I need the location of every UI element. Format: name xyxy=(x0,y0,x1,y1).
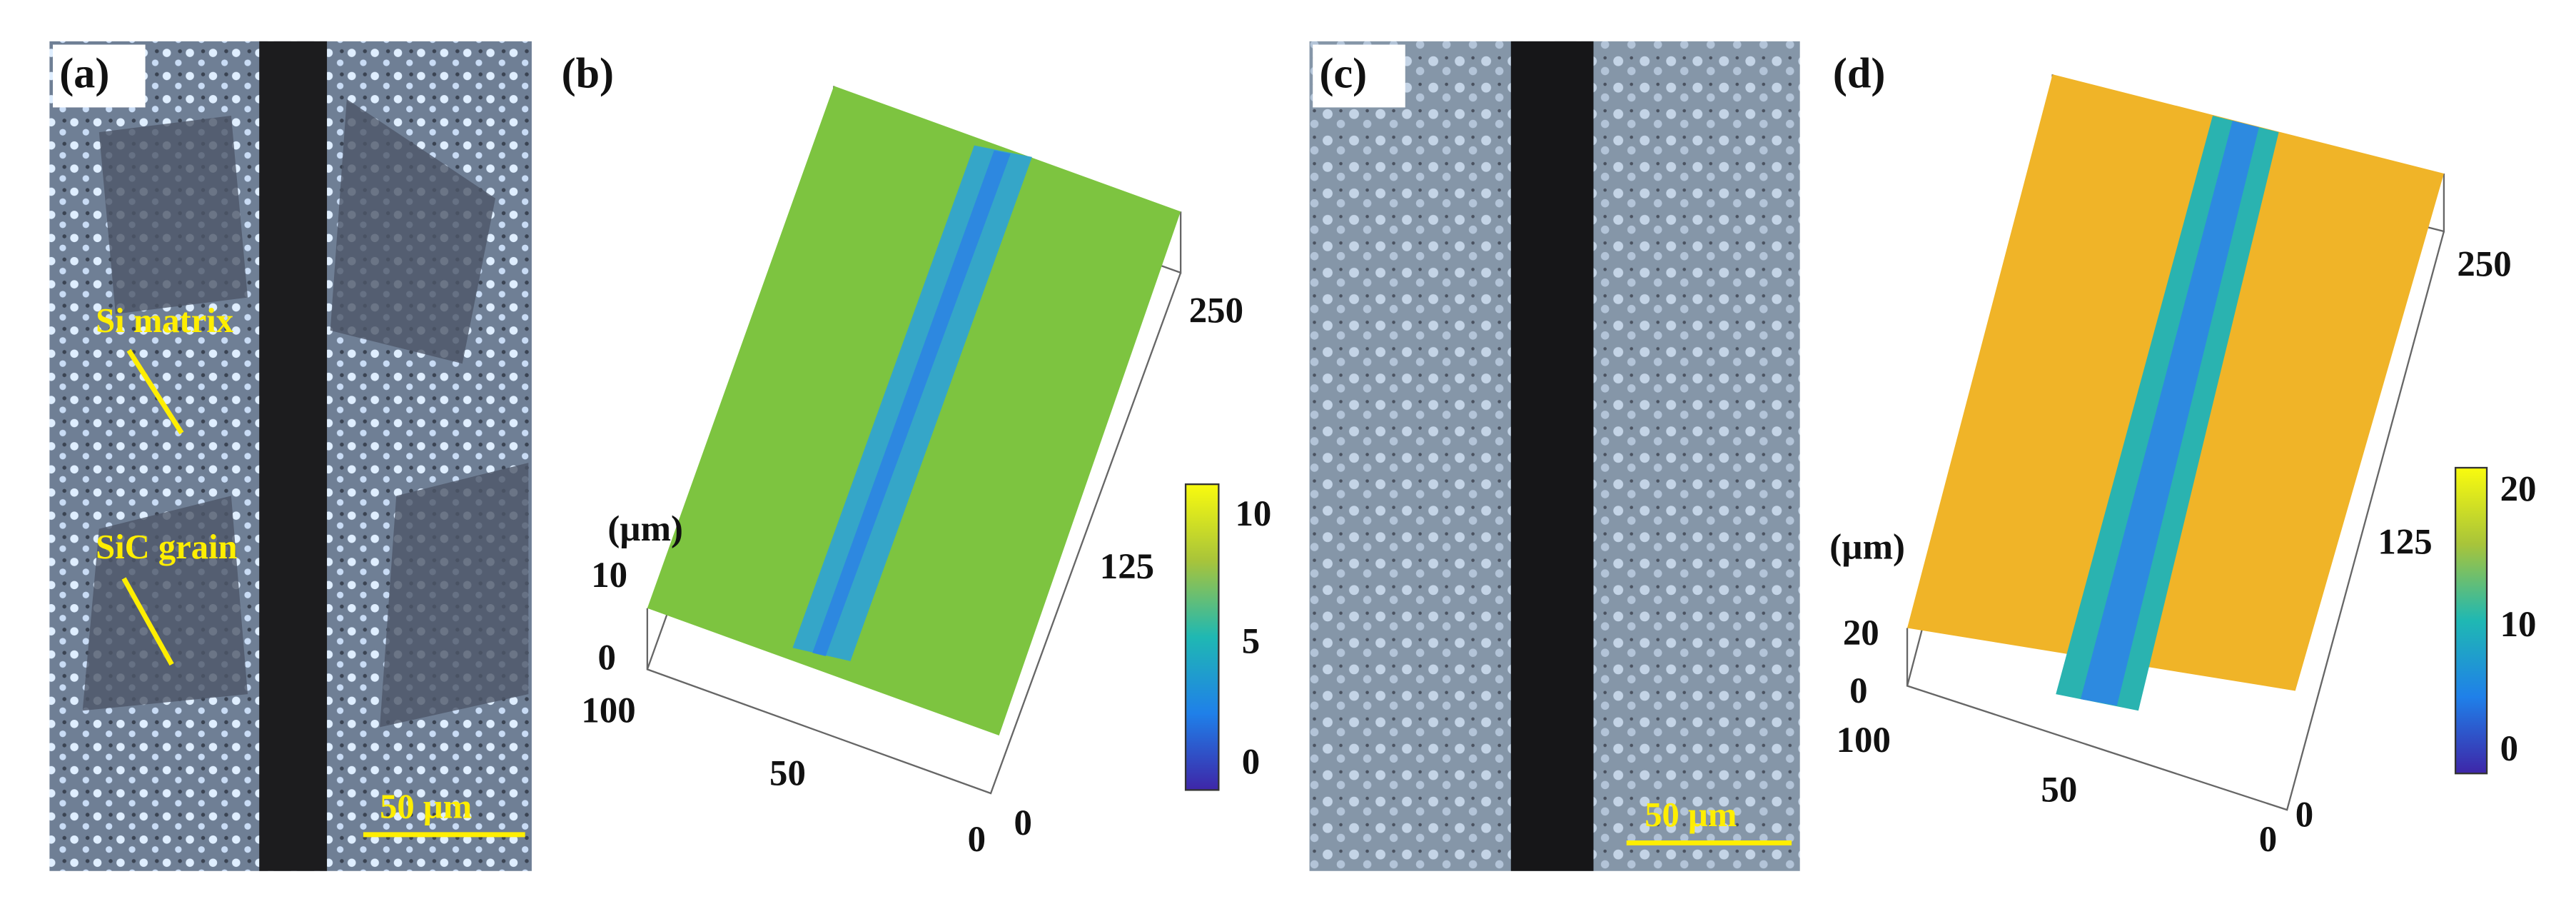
z-unit: (µm) xyxy=(607,509,683,549)
z-tick-label: 0 xyxy=(597,638,615,678)
annotation: SiC grain xyxy=(96,528,237,566)
panel-b: (b) (µm) 10 0 100 50 0 0 125 250 10 5 0 xyxy=(562,50,1272,860)
x-tick-label: 100 xyxy=(581,691,635,731)
arrow xyxy=(126,348,184,435)
colorbar-tick-label: 20 xyxy=(2500,469,2537,509)
colorbar-tick-label: 10 xyxy=(1235,494,1271,534)
groove-core xyxy=(812,150,1011,656)
colorbar-tick-label: 10 xyxy=(2500,605,2537,645)
label-box xyxy=(1313,44,1405,108)
panel-a: (a) Si matrix SiC grain 50 µm xyxy=(49,41,532,871)
arrow xyxy=(121,577,174,666)
panel-d: (d) (µm) 20 0 100 50 0 0 125 250 20 10 0 xyxy=(1829,50,2536,860)
groove xyxy=(1510,41,1594,871)
colorbar-tick-label: 0 xyxy=(1242,742,1260,782)
y-tick-label: 0 xyxy=(2295,795,2313,835)
colorbar-tick-label: 0 xyxy=(2500,729,2518,769)
x-tick-label: 0 xyxy=(968,820,986,860)
x-tick-label: 50 xyxy=(2041,770,2077,810)
colorbar xyxy=(2454,466,2488,775)
annotation: Si matrix xyxy=(96,301,234,340)
scale-bar-label: 50 µm xyxy=(1645,795,1737,834)
panel-label: (b) xyxy=(562,50,615,98)
scale-bar-label: 50 µm xyxy=(380,787,472,825)
groove-core xyxy=(2080,120,2259,706)
panel-label: (a) xyxy=(59,50,109,98)
y-tick-label: 125 xyxy=(1100,547,1154,587)
panel-c: (c) 50 µm xyxy=(1309,41,1800,871)
y-tick-label: 0 xyxy=(1014,803,1031,843)
z-tick-label: 0 xyxy=(1849,671,1867,711)
groove xyxy=(259,41,328,871)
colorbar xyxy=(1184,483,1220,791)
y-tick-label: 250 xyxy=(1189,291,1243,331)
colorbar-tick-label: 5 xyxy=(1242,621,1260,661)
panel-label: (c) xyxy=(1319,50,1367,98)
grain xyxy=(82,99,529,728)
z-unit: (µm) xyxy=(1829,527,1905,567)
x-tick-label: 50 xyxy=(769,754,806,794)
panel-label: (d) xyxy=(1833,50,1886,98)
x-tick-label: 0 xyxy=(2259,820,2277,860)
y-tick-label: 250 xyxy=(2457,245,2511,285)
z-tick-label: 20 xyxy=(1843,613,1879,653)
label-box xyxy=(53,44,146,108)
z-tick-label: 10 xyxy=(591,556,627,596)
x-tick-label: 100 xyxy=(1837,720,1891,760)
y-tick-label: 125 xyxy=(2378,522,2432,562)
